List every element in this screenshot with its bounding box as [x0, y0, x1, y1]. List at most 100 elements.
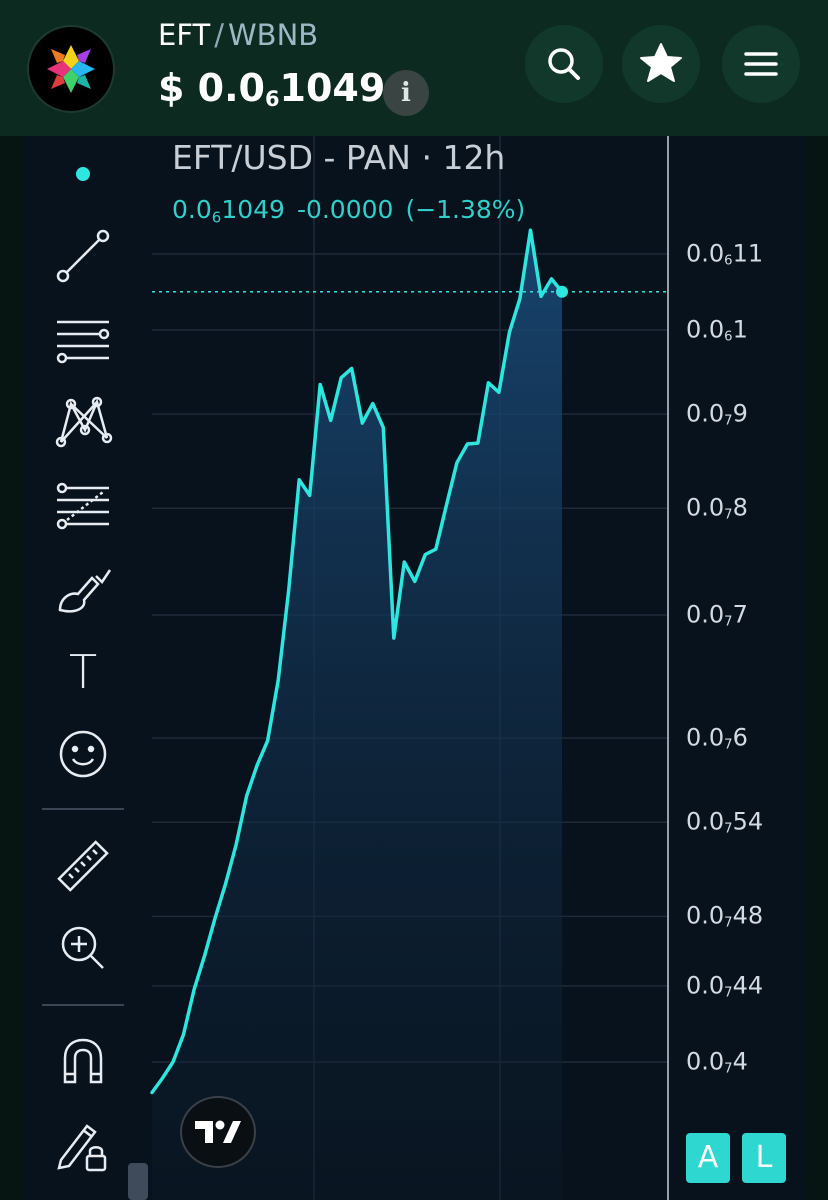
log-scale-button[interactable]: L	[742, 1133, 786, 1183]
star-icon	[640, 43, 682, 82]
last-price-dot	[556, 285, 568, 298]
tick-digits: 9	[732, 399, 748, 428]
legend-last-price: 0.061049	[172, 195, 285, 227]
emoji-icon	[59, 730, 107, 778]
y-tick-label: 0.079	[686, 400, 748, 429]
tick-digits: 8	[732, 493, 748, 522]
tick-prefix: 0.0	[686, 723, 725, 752]
fib-levels-tool[interactable]	[48, 476, 118, 536]
emoji-tool[interactable]	[48, 724, 118, 784]
price-area-fill	[152, 230, 562, 1200]
tick-zero-count: 7	[724, 985, 733, 1001]
info-label: i	[401, 78, 411, 108]
legend-price-zero-count: 6	[211, 208, 222, 227]
text-tool-icon: T	[68, 645, 98, 699]
zoom-in-tool[interactable]	[48, 918, 118, 978]
search-button[interactable]	[525, 25, 603, 103]
info-icon[interactable]: i	[383, 70, 429, 116]
tick-prefix: 0.0	[686, 399, 725, 428]
tick-zero-count: 7	[724, 1061, 733, 1077]
cursor-tool[interactable]	[48, 144, 118, 204]
search-icon	[548, 48, 580, 80]
tradingview-logo-icon	[195, 1120, 241, 1143]
ruler-tool[interactable]	[48, 836, 118, 896]
tick-digits: 44	[732, 971, 764, 1000]
tick-zero-count: 7	[724, 614, 733, 630]
tick-digits: 7	[732, 600, 748, 629]
tick-digits: 1	[732, 315, 748, 344]
y-tick-label: 0.0611	[686, 239, 763, 268]
price-digits: 1049	[279, 66, 386, 110]
tick-prefix: 0.0	[686, 600, 725, 629]
ruler-icon	[57, 840, 109, 892]
price-line	[150, 228, 564, 1095]
time-scale-handle[interactable]	[128, 1163, 148, 1200]
tick-digits: 6	[732, 723, 748, 752]
tick-digits: 11	[732, 239, 764, 268]
menu-button[interactable]	[722, 25, 800, 103]
token-logo-icon	[47, 45, 95, 93]
app-header: EFT / WBNB $ 0.061049 i	[0, 0, 828, 136]
zoom-in-icon	[61, 926, 104, 969]
chart-title: EFT/USD - PAN · 12h	[172, 138, 506, 177]
y-tick-label: 0.076	[686, 723, 748, 752]
trend-line-icon	[56, 229, 110, 283]
tradingview-logo[interactable]	[180, 1096, 256, 1168]
price-prefix: $ 0.0	[158, 66, 265, 110]
trading-pair[interactable]: EFT / WBNB	[158, 18, 318, 52]
horizontal-lines-tool[interactable]	[48, 312, 118, 372]
token-price: $ 0.061049	[158, 66, 385, 111]
tick-zero-count: 7	[724, 737, 733, 753]
tick-zero-count: 6	[724, 329, 733, 345]
tick-zero-count: 7	[724, 915, 733, 931]
tick-prefix: 0.0	[686, 239, 725, 268]
y-tick-label: 0.077	[686, 600, 748, 629]
legend-change: -0.0000	[296, 195, 394, 224]
tick-digits: 4	[732, 1047, 748, 1076]
tick-prefix: 0.0	[686, 901, 725, 930]
tick-prefix: 0.0	[686, 493, 725, 522]
legend-price-digits: 1049	[221, 195, 285, 224]
pattern-tool[interactable]	[48, 392, 118, 452]
y-tick-label: 0.0744	[686, 971, 763, 1000]
y-tick-label: 0.078	[686, 494, 748, 523]
tick-prefix: 0.0	[686, 807, 725, 836]
quote-symbol: WBNB	[228, 18, 319, 52]
token-logo	[27, 25, 115, 113]
price-zero-count: 6	[265, 87, 280, 112]
magnet-icon	[63, 1038, 103, 1084]
base-symbol: EFT	[158, 18, 211, 52]
auto-scale-button[interactable]: A	[686, 1133, 730, 1183]
brush-tool[interactable]	[48, 562, 118, 622]
text-tool[interactable]: T	[48, 642, 118, 702]
fib-levels-icon	[56, 482, 109, 530]
y-tick-label: 0.0748	[686, 902, 763, 931]
tick-zero-count: 6	[724, 253, 733, 269]
y-tick-label: 0.061	[686, 315, 748, 344]
pattern-icon	[55, 396, 113, 448]
tick-prefix: 0.0	[686, 315, 725, 344]
toolbar-divider	[42, 808, 124, 810]
legend-change-percent: (−1.38%)	[405, 195, 526, 224]
legend-price-prefix: 0.0	[172, 195, 212, 224]
pair-separator: /	[214, 18, 224, 52]
lock-drawing-tool[interactable]	[48, 1116, 118, 1176]
tick-digits: 54	[732, 807, 764, 836]
y-tick-label: 0.074	[686, 1047, 748, 1076]
trend-line-tool[interactable]	[48, 226, 118, 286]
tick-zero-count: 7	[724, 413, 733, 429]
brush-icon	[58, 569, 112, 613]
chart-legend-values: 0.061049 -0.0000 (−1.38%)	[172, 195, 537, 227]
horizontal-lines-icon	[56, 320, 110, 364]
tick-zero-count: 7	[724, 507, 733, 523]
toolbar-divider	[42, 1004, 124, 1006]
y-tick-label: 0.0754	[686, 808, 763, 837]
menu-icon	[744, 52, 778, 76]
magnet-tool[interactable]	[48, 1032, 118, 1092]
tick-prefix: 0.0	[686, 1047, 725, 1076]
lock-drawing-icon	[57, 1124, 107, 1172]
cursor-dot-icon	[76, 167, 90, 181]
favorite-button[interactable]	[622, 25, 700, 103]
tick-zero-count: 7	[724, 821, 733, 837]
